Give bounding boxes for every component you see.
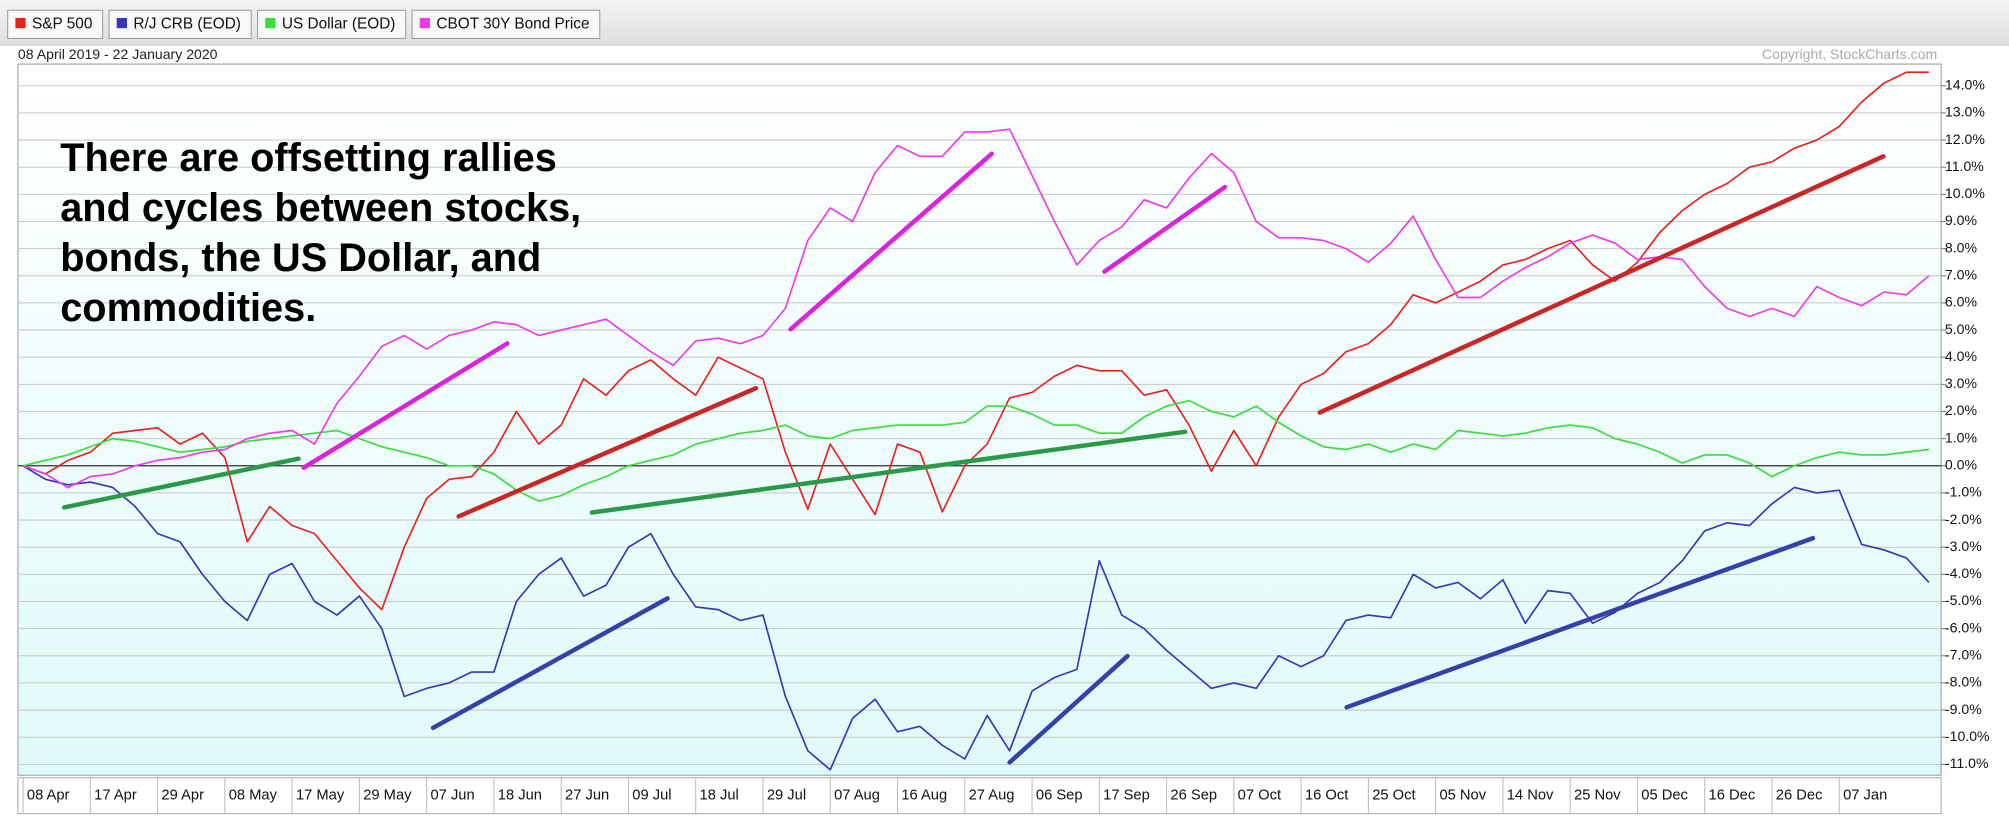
y-tick-label: 8.0% xyxy=(1945,239,1978,255)
trend-line xyxy=(1317,154,1886,415)
x-tick-label: 07 Jun xyxy=(431,788,475,804)
legend-item[interactable]: R/J CRB (EOD) xyxy=(108,9,252,39)
annotation-line: bonds, the US Dollar, and xyxy=(60,236,541,280)
x-tick-label: 27 Jun xyxy=(565,788,609,804)
y-tick-label: -1.0% xyxy=(1945,484,1982,500)
x-tick-label: 07 Aug xyxy=(834,788,880,804)
legend-label: US Dollar (EOD) xyxy=(282,15,396,32)
date-range: 08 April 2019 - 22 January 2020 xyxy=(18,46,218,62)
y-tick-label: 7.0% xyxy=(1945,266,1978,282)
y-tick-label: -7.0% xyxy=(1945,646,1982,662)
x-tick-label: 25 Oct xyxy=(1372,788,1415,804)
x-tick-label: 07 Jan xyxy=(1843,788,1887,804)
legend-swatch xyxy=(116,17,127,29)
legend-swatch xyxy=(265,17,276,29)
y-tick-label: -5.0% xyxy=(1945,592,1982,608)
y-tick-label: 3.0% xyxy=(1945,375,1978,391)
trend-line xyxy=(301,341,510,470)
legend-item[interactable]: US Dollar (EOD) xyxy=(257,9,407,39)
y-tick-label: 14.0% xyxy=(1945,76,1985,92)
legend-swatch xyxy=(419,17,431,29)
x-tick-label: 25 Nov xyxy=(1574,788,1621,804)
y-tick-label: -9.0% xyxy=(1945,701,1982,717)
legend-item[interactable]: CBOT 30Y Bond Price xyxy=(411,9,601,39)
grid: -11.0% -10.0% -9.0% -8.0% -7.0% -6.0% -5.0% -4.… xyxy=(17,76,1990,814)
y-tick-label: 4.0% xyxy=(1945,348,1978,364)
x-tick-label: 29 Jul xyxy=(767,788,806,804)
x-tick-label: 16 Oct xyxy=(1305,788,1348,804)
x-tick-label: 08 May xyxy=(229,788,278,804)
legend-swatch xyxy=(15,17,26,29)
y-tick-label: -8.0% xyxy=(1945,674,1982,690)
series-line xyxy=(22,128,1930,489)
legend-label: S&P 500 xyxy=(32,15,92,32)
y-tick-label: -10.0% xyxy=(1945,728,1990,744)
y-tick-label: 13.0% xyxy=(1945,104,1985,120)
x-tick-label: 18 Jul xyxy=(700,788,739,804)
x-tick-label: 17 May xyxy=(296,788,345,804)
y-tick-label: 1.0% xyxy=(1945,429,1978,445)
legend-label: R/J CRB (EOD) xyxy=(133,15,241,32)
series-line xyxy=(22,399,1930,502)
x-tick-label: 29 Apr xyxy=(161,788,204,804)
y-tick-label: -2.0% xyxy=(1945,511,1982,527)
trend-line xyxy=(61,456,301,510)
x-tick-label: 26 Sep xyxy=(1170,788,1217,804)
legend-button[interactable] xyxy=(257,9,407,39)
y-tick-label: 0.0% xyxy=(1945,456,1978,472)
x-tick-label: 16 Dec xyxy=(1709,788,1756,804)
x-tick-label: 06 Sep xyxy=(1036,788,1083,804)
x-tick-label: 17 Sep xyxy=(1103,788,1150,804)
trend-line xyxy=(1007,653,1130,765)
x-tick-label: 16 Aug xyxy=(901,788,947,804)
x-tick-label: 09 Jul xyxy=(632,788,671,804)
x-tick-label: 29 May xyxy=(363,788,412,804)
legend-button[interactable] xyxy=(108,9,252,39)
trend-line xyxy=(788,151,994,332)
y-tick-label: -6.0% xyxy=(1945,619,1982,635)
trend-line xyxy=(456,386,759,519)
copyright: Copyright, StockCharts.com xyxy=(1762,46,1937,62)
series-line xyxy=(22,465,1930,771)
annotation-line: and cycles between stocks, xyxy=(60,186,581,230)
trend-line xyxy=(430,596,670,731)
plot-area xyxy=(17,63,1942,776)
x-tick-label: 05 Nov xyxy=(1439,788,1486,804)
y-tick-label: 6.0% xyxy=(1945,294,1978,310)
y-tick-label: 2.0% xyxy=(1945,402,1978,418)
x-tick-label: 18 Jun xyxy=(498,788,542,804)
legend-label: CBOT 30Y Bond Price xyxy=(436,15,589,32)
x-tick-label: 26 Dec xyxy=(1776,788,1823,804)
annotation: There are offsetting rallies and cycles … xyxy=(60,136,592,330)
legend-item[interactable]: S&P 500 xyxy=(7,9,104,39)
y-tick-label: 12.0% xyxy=(1945,131,1985,147)
y-tick-label: 9.0% xyxy=(1945,212,1978,228)
legend: S&P 500 R/J CRB (EOD) US Dollar (EOD) CBOT … xyxy=(7,9,601,39)
annotation-line: There are offsetting rallies xyxy=(60,136,557,180)
trend-line xyxy=(1344,535,1816,710)
y-tick-label: 5.0% xyxy=(1945,321,1978,337)
legend-button[interactable] xyxy=(411,9,601,39)
y-tick-label: 11.0% xyxy=(1945,158,1984,174)
trend-line xyxy=(1102,184,1228,274)
x-tick-label: 07 Oct xyxy=(1238,788,1281,804)
y-tick-label: -4.0% xyxy=(1945,565,1982,581)
x-tick-label: 08 Apr xyxy=(27,788,70,804)
x-tick-label: 27 Aug xyxy=(969,788,1015,804)
x-axis-band xyxy=(17,777,1942,815)
trend-lines xyxy=(61,151,1886,765)
x-tick-label: 17 Apr xyxy=(94,788,137,804)
x-tick-label: 14 Nov xyxy=(1507,788,1554,804)
y-tick-label: -11.0% xyxy=(1945,755,1989,771)
annotation-line: commodities. xyxy=(60,286,316,330)
trend-line xyxy=(589,429,1188,515)
y-tick-label: 10.0% xyxy=(1945,185,1985,201)
y-tick-label: -3.0% xyxy=(1945,538,1982,554)
x-tick-label: 05 Dec xyxy=(1641,788,1688,804)
